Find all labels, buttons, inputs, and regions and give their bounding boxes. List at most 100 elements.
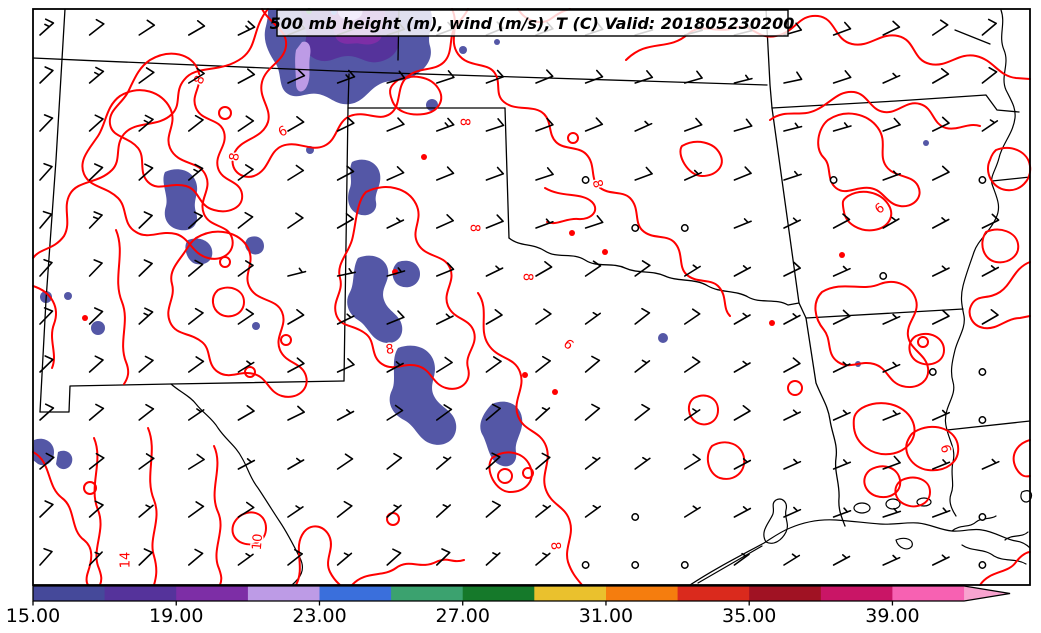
wind-barb-icon [88, 66, 105, 84]
colorbar-extend-arrow [964, 586, 1011, 601]
title-box: 500 mb height (m), wind (m/s), T (C) Val… [270, 9, 794, 37]
state-border [991, 176, 1031, 182]
colorbar-tick-label: 31.00 [579, 605, 633, 627]
wind-barb-icon [188, 163, 204, 181]
calm-wind-icon [879, 272, 888, 280]
wind-barb-icon [485, 118, 505, 132]
wind-barb-icon [436, 356, 453, 373]
coastline [895, 537, 913, 550]
wind-barb-icon [733, 218, 752, 229]
temperature-contour-ring [83, 481, 97, 495]
wind-barb-icon [684, 117, 703, 132]
contour-label: 8 [385, 342, 396, 358]
colorbar-tick-label: 19.00 [149, 605, 203, 627]
wind-barb-icon [882, 455, 901, 470]
temperature-contour [351, 558, 465, 586]
wind-barb-icon [336, 358, 355, 373]
wind-barb-icon [684, 70, 703, 84]
lake [853, 502, 871, 514]
state-border [504, 107, 510, 239]
temperature-fill-spot [658, 333, 668, 343]
temperature-contour-dot [552, 389, 558, 395]
colorbar-tick-label: 15.00 [6, 605, 60, 627]
colorbar-segment [606, 586, 679, 601]
wind-barb-icon [138, 403, 155, 421]
wind-barb-icon [882, 313, 901, 325]
wind-barb-icon [783, 506, 802, 518]
wind-barb-icon [237, 458, 256, 470]
wind-barb-icon [88, 114, 104, 132]
contour-label: 6 [937, 443, 954, 455]
wind-barb-icon [386, 166, 405, 181]
wind-barb-icon [783, 409, 801, 421]
wind-barb-icon [733, 265, 752, 277]
wind-barb-icon [188, 453, 205, 470]
wind-barb-icon [832, 409, 851, 421]
wind-barb-icon [336, 313, 355, 325]
wind-barb-icon [436, 313, 454, 325]
wind-barb-icon [733, 506, 752, 518]
wind-barb-icon [39, 452, 55, 470]
wind-barb-icon [485, 356, 502, 373]
coastline [689, 519, 1031, 586]
wind-barbs-layer [39, 18, 1000, 569]
wind-barb-icon [386, 267, 406, 277]
wind-barb-icon [535, 407, 551, 421]
wind-barb-icon [485, 500, 501, 518]
temperature-contour-ring [787, 380, 803, 396]
coastline [951, 515, 997, 532]
wind-barb-icon [436, 404, 453, 421]
contour-label: 8 [547, 541, 563, 551]
wind-barb-icon [138, 19, 156, 36]
temperature-contour [115, 229, 130, 385]
state-border [39, 383, 172, 413]
wind-barb-icon [535, 452, 551, 470]
temperature-fill-spot [64, 292, 72, 300]
coastline [763, 498, 789, 544]
wind-barb-icon [287, 116, 305, 132]
temperature-contour [1012, 439, 1031, 478]
temperature-fill-region [480, 401, 523, 467]
wind-barb-icon [39, 500, 54, 518]
wind-barb-icon [88, 307, 104, 325]
wind-barb-icon [138, 453, 155, 470]
colorbar-segment [534, 586, 607, 601]
wind-barb-icon [733, 312, 751, 325]
temperature-fill-spot [91, 321, 105, 335]
temperature-contour [81, 89, 234, 260]
wind-barb-icon [39, 403, 55, 421]
state-border [170, 380, 345, 385]
wind-barb-icon [882, 170, 901, 181]
wind-barb-icon [733, 360, 751, 373]
colorbar-segment [247, 586, 321, 601]
wind-barb-icon [237, 211, 254, 229]
contour-label: 6 [560, 337, 576, 354]
wind-barb-icon [436, 117, 455, 132]
wind-barb-icon [386, 548, 402, 566]
temperature-fill-region [185, 238, 213, 265]
calm-wind-icon [978, 416, 987, 424]
wind-barb-icon [436, 262, 455, 277]
wind-barb-icon [535, 504, 551, 518]
wind-barb-icon [634, 260, 651, 277]
wind-barb-icon [287, 309, 305, 325]
wind-barb-icon [138, 211, 153, 229]
wind-barb-icon [981, 458, 1000, 470]
temperature-contour [147, 427, 158, 586]
wind-barb-icon [981, 66, 998, 84]
temperature-contour-dot [839, 252, 845, 258]
wind-barb-icon [783, 122, 803, 132]
wind-barb-icon [39, 18, 55, 36]
wind-barb-icon [733, 166, 752, 181]
wind-barb-icon [287, 505, 304, 518]
wind-barb-icon [634, 120, 653, 132]
wind-barb-icon [684, 169, 702, 181]
state-border [771, 107, 807, 319]
wind-barb-icon [436, 504, 451, 518]
wind-barb-icon [138, 67, 155, 84]
temperature-contour [981, 228, 1020, 264]
wind-barb-icon [634, 307, 651, 325]
temperature-contour-ring [219, 256, 231, 268]
wind-barb-icon [832, 361, 851, 373]
title-box-background [276, 9, 789, 37]
